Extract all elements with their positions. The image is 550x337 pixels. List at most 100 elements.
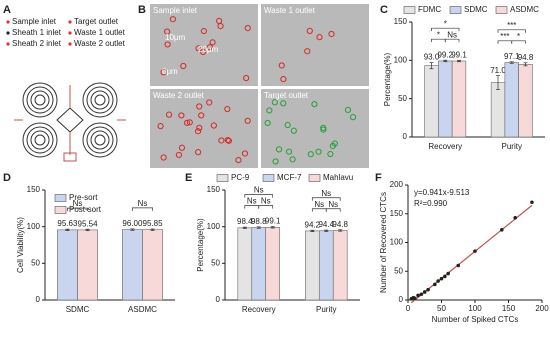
bar: [424, 65, 439, 138]
cell: [178, 144, 186, 151]
cell: [311, 101, 318, 108]
value-label: 95.85: [143, 219, 164, 228]
legend-swatch: [54, 206, 67, 214]
legend-swatch: [449, 6, 462, 14]
error-bar: [496, 75, 501, 90]
cell: [160, 69, 167, 76]
image-label: Sample inlet: [153, 6, 198, 15]
size-label: 6μm: [162, 67, 178, 76]
cell: [160, 154, 167, 161]
image-label: Target outlet: [264, 91, 309, 100]
size-label: 10μm: [165, 33, 186, 42]
error-bar: [456, 59, 461, 63]
cell: [307, 151, 314, 158]
panel-label: F: [375, 172, 382, 184]
cell: [266, 107, 273, 114]
legend-marker: [68, 42, 72, 46]
y-tick-label: 150: [390, 209, 404, 218]
cell: [280, 75, 287, 83]
y-tick-label: 50: [394, 266, 403, 275]
significance-label: Ns: [328, 200, 338, 209]
significance-bracket: [244, 194, 274, 198]
legend-label: Sample inlet: [12, 17, 57, 26]
y-tick-label: 50: [211, 258, 220, 267]
legend-label: Mahlavu: [323, 173, 353, 182]
cell: [194, 128, 202, 135]
bar: [490, 82, 506, 138]
cell: [224, 136, 231, 144]
x-tick-label: 100: [468, 304, 482, 313]
significance-bracket: [67, 207, 88, 212]
bar: [451, 60, 467, 138]
cell: [243, 74, 250, 82]
cell: [289, 156, 296, 163]
x-tick-label: Recovery: [242, 305, 276, 314]
cell: [278, 62, 285, 69]
cell: [218, 137, 225, 144]
legend-swatch: [308, 174, 321, 182]
y-axis-title: Percentage(%): [196, 218, 205, 272]
point: [422, 290, 427, 294]
legend-swatch: [262, 174, 275, 182]
cell: [290, 127, 297, 134]
legend-swatch: [216, 174, 229, 182]
value-label: 94.4: [318, 220, 334, 229]
x-tick-label: 150: [502, 304, 516, 313]
significance-label: *: [437, 30, 440, 39]
error-bar: [429, 62, 434, 70]
significance-label: Ns: [247, 197, 257, 206]
significance-bracket: [311, 197, 341, 201]
legend-label: Target outlet: [74, 17, 119, 26]
significance-label: Ns: [138, 199, 148, 208]
cell: [178, 112, 185, 119]
legend-marker: [6, 42, 10, 46]
cell: [206, 44, 213, 51]
x-tick-label: 0: [406, 304, 411, 313]
panel-label: D: [3, 172, 11, 184]
micrograph: [261, 89, 369, 168]
bar: [57, 229, 78, 301]
micrograph: [150, 89, 258, 168]
point: [416, 293, 420, 298]
value-label: 98.8: [251, 217, 267, 226]
cell: [206, 99, 213, 106]
y-tick-label: 200: [390, 180, 404, 189]
legend-swatch: [403, 6, 416, 14]
legend-label: ASDMC: [510, 5, 539, 14]
cell: [320, 126, 327, 133]
cell: [225, 137, 232, 144]
cell: [195, 149, 202, 156]
legend-label: MCF-7: [277, 173, 302, 182]
cell: [280, 100, 287, 107]
point: [473, 249, 477, 253]
point: [419, 292, 424, 297]
image-label: Waste 1 outlet: [264, 6, 316, 15]
significance-label: *: [517, 32, 520, 41]
value-label: 96.00: [122, 219, 143, 228]
point: [433, 282, 437, 287]
value-label: 99.1: [451, 50, 467, 59]
value-label: 99.2: [437, 50, 453, 59]
cell: [316, 34, 323, 41]
value-label: 94.8: [518, 53, 534, 62]
y-tick-label: 100: [390, 238, 404, 247]
significance-bracket: [511, 40, 526, 44]
legend-label: Waste 2 outlet: [74, 39, 126, 48]
y-tick-label: 150: [27, 185, 41, 194]
cell: [164, 41, 171, 48]
cell: [210, 122, 217, 129]
channel-diagram: [14, 82, 126, 162]
error-bar: [242, 226, 247, 229]
significance-bracket: [497, 29, 526, 33]
point: [456, 263, 461, 268]
y-tick-label: 100: [27, 222, 41, 231]
significance-label: ***: [500, 32, 509, 41]
legend-label: SDMC: [464, 5, 488, 14]
x-tick-label: 200: [535, 304, 549, 313]
legend-label: Waste 1 outlet: [74, 28, 126, 37]
panel-label: A: [3, 4, 11, 16]
value-label: 71.0: [490, 66, 506, 75]
panel-label: E: [185, 172, 192, 184]
cell: [272, 158, 279, 165]
legend-label: Post-sort: [69, 205, 102, 214]
